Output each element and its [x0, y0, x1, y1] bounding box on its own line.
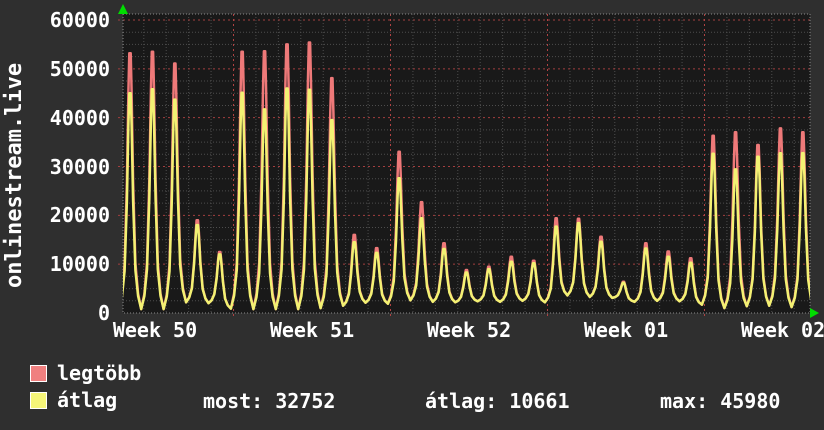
- plot-border: [122, 13, 811, 314]
- y-tick-label: 30000: [49, 154, 110, 179]
- legend-entry-atlag: átlag: [30, 390, 117, 410]
- axis-right-arrow-icon: [810, 308, 819, 318]
- x-week-label: Week 02: [740, 318, 824, 342]
- axis-up-arrow-icon: [118, 4, 128, 14]
- y-tick-label: 10000: [49, 252, 110, 277]
- y-tick-label: 60000: [49, 8, 110, 32]
- stat-max-label: max:: [660, 389, 709, 413]
- x-week-label: Week 50: [112, 318, 198, 342]
- legend-swatch-max: [30, 364, 47, 382]
- stat-atlag: átlag: 10661: [425, 390, 570, 412]
- y-tick-label: 50000: [49, 56, 110, 81]
- stat-max: max: 45980: [660, 390, 780, 412]
- y-tick-label: 20000: [49, 203, 110, 228]
- x-week-label: Week 01: [583, 318, 669, 342]
- y-tick-label: 0: [97, 301, 110, 325]
- legend-label-max: legtöbb: [57, 361, 142, 385]
- stat-most-value: 32752: [263, 389, 336, 413]
- x-week-label: Week 52: [426, 318, 512, 342]
- site-label: onlinestream.live: [2, 62, 27, 288]
- y-tick-label: 40000: [49, 105, 110, 130]
- legend-swatch-avg: [30, 391, 47, 409]
- stat-most: most: 32752: [203, 390, 335, 412]
- series-line-atlag: [123, 87, 810, 311]
- legend-label-avg: átlag: [57, 388, 118, 412]
- stat-max-value: 45980: [708, 389, 781, 413]
- legend-entry-legtobb: legtöbb: [30, 363, 141, 383]
- x-week-label: Week 51: [269, 318, 355, 342]
- stat-most-label: most:: [203, 389, 264, 413]
- stat-atlag-value: 10661: [497, 389, 570, 413]
- stat-atlag-label: átlag:: [425, 389, 498, 413]
